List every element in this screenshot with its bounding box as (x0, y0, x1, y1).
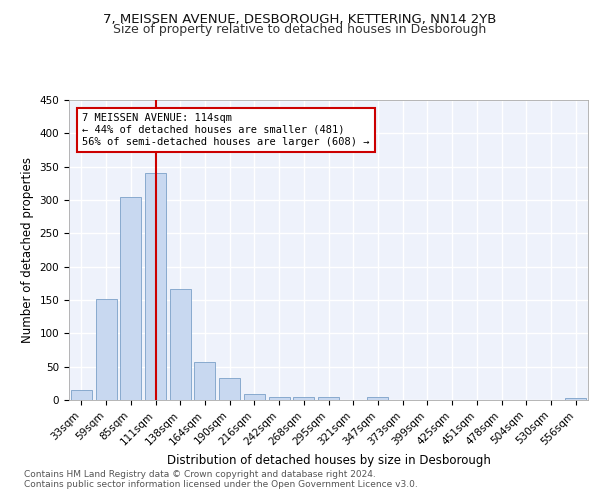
X-axis label: Distribution of detached houses by size in Desborough: Distribution of detached houses by size … (167, 454, 490, 466)
Y-axis label: Number of detached properties: Number of detached properties (21, 157, 34, 343)
Bar (565, 398, 586, 400)
Text: 7, MEISSEN AVENUE, DESBOROUGH, KETTERING, NN14 2YB: 7, MEISSEN AVENUE, DESBOROUGH, KETTERING… (103, 12, 497, 26)
Bar (194, 362, 215, 400)
Text: Size of property relative to detached houses in Desborough: Size of property relative to detached ho… (113, 24, 487, 36)
Bar (293, 398, 314, 400)
Bar (145, 174, 166, 400)
Text: Contains HM Land Registry data © Crown copyright and database right 2024.
Contai: Contains HM Land Registry data © Crown c… (24, 470, 418, 490)
Bar (367, 398, 388, 400)
Bar (219, 378, 240, 400)
Text: 7 MEISSEN AVENUE: 114sqm
← 44% of detached houses are smaller (481)
56% of semi-: 7 MEISSEN AVENUE: 114sqm ← 44% of detach… (82, 114, 370, 146)
Bar (120, 196, 141, 400)
Bar (95, 298, 116, 400)
Bar (170, 288, 191, 400)
Bar (244, 394, 265, 400)
Bar (71, 390, 92, 400)
Bar (269, 396, 290, 400)
Bar (318, 398, 339, 400)
